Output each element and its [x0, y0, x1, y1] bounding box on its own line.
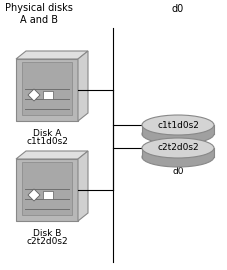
Bar: [16, 59, 78, 121]
Bar: [43, 91, 53, 99]
Text: c1t1d0s2: c1t1d0s2: [156, 120, 198, 130]
Text: d0: d0: [171, 4, 183, 14]
Text: Physical disks
A and B: Physical disks A and B: [5, 3, 73, 25]
Ellipse shape: [141, 138, 213, 158]
Bar: [16, 159, 78, 221]
Polygon shape: [78, 51, 88, 121]
Text: c2t2d0s2: c2t2d0s2: [156, 143, 198, 153]
Polygon shape: [28, 189, 40, 201]
Ellipse shape: [141, 147, 213, 167]
Bar: [141, 125, 213, 134]
Polygon shape: [16, 51, 88, 59]
Text: c1t1d0s2: c1t1d0s2: [26, 137, 68, 146]
Text: c2t2d0s2: c2t2d0s2: [26, 237, 67, 246]
Text: Disk B: Disk B: [33, 229, 61, 238]
Bar: [22, 162, 72, 215]
Bar: [43, 191, 53, 199]
Bar: [22, 62, 72, 115]
Ellipse shape: [141, 124, 213, 144]
Bar: [141, 148, 213, 157]
Text: d0: d0: [171, 167, 183, 176]
Polygon shape: [78, 151, 88, 221]
Ellipse shape: [141, 115, 213, 135]
Polygon shape: [28, 89, 40, 101]
Polygon shape: [16, 151, 88, 159]
Text: Disk A: Disk A: [33, 129, 61, 138]
